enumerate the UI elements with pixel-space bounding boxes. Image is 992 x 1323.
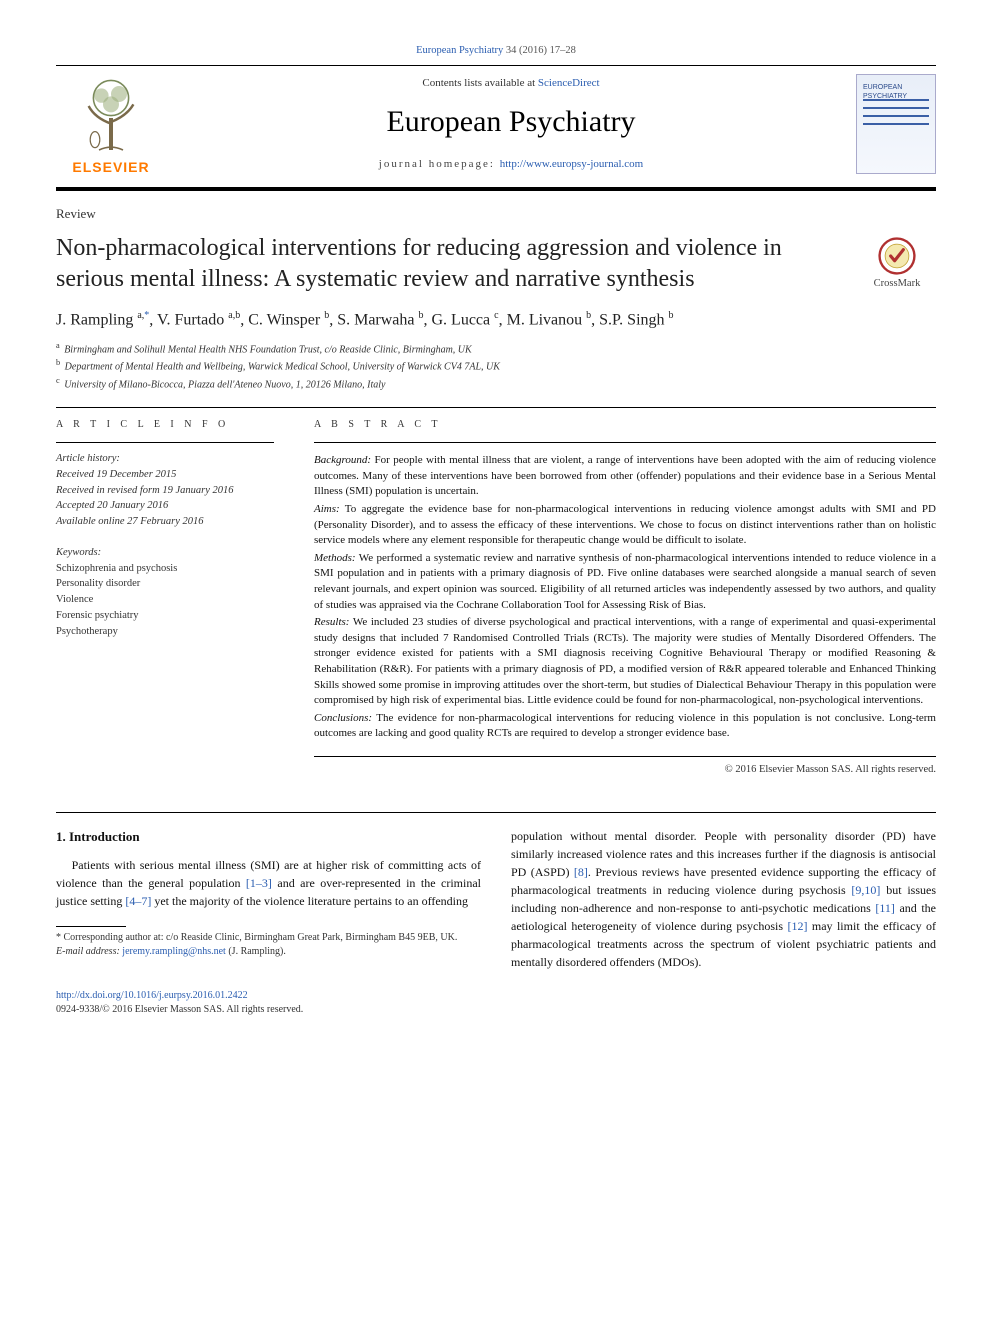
footnotes: * Corresponding author at: c/o Reaside C… [56, 931, 481, 959]
abstract-segment: Background: For people with mental illne… [314, 453, 936, 500]
citation-link[interactable]: [8] [574, 865, 588, 879]
journal-title: European Psychiatry [182, 101, 840, 143]
running-head-journal-link[interactable]: European Psychiatry [416, 45, 503, 56]
info-rule [56, 407, 936, 408]
history-header: Article history: [56, 451, 274, 467]
history-line: Received 19 December 2015 [56, 467, 274, 483]
abstract-label: A B S T R A C T [314, 418, 936, 432]
masthead: ELSEVIER Contents lists available at Sci… [56, 68, 936, 178]
body-columns: 1. Introduction Patients with serious me… [56, 827, 936, 971]
info-subrule [56, 442, 274, 443]
abstract-segment-label: Results: [314, 616, 349, 628]
keyword: Personality disorder [56, 576, 274, 592]
authors: J. Rampling a,*, V. Furtado a,b, C. Wins… [56, 309, 936, 332]
keyword: Forensic psychiatry [56, 608, 274, 624]
cover-decor [863, 115, 929, 117]
abstract-subrule [314, 442, 936, 443]
publisher-logo: ELSEVIER [56, 74, 166, 178]
sciencedirect-link[interactable]: ScienceDirect [538, 77, 600, 89]
citation-link[interactable]: [11] [875, 901, 895, 915]
abstract-segment-label: Background: [314, 454, 371, 466]
homepage-prefix: journal homepage: [379, 158, 500, 170]
abstract-copyright: © 2016 Elsevier Masson SAS. All rights r… [314, 763, 936, 778]
abstract-segment-label: Aims: [314, 503, 340, 515]
abstract-segment: Aims: To aggregate the evidence base for… [314, 502, 936, 549]
citation-link[interactable]: [12] [787, 919, 807, 933]
body-rule: 1. Introduction Patients with serious me… [56, 812, 936, 971]
article-info-column: A R T I C L E I N F O Article history: R… [56, 418, 274, 778]
abstract-segment-text: To aggregate the evidence base for non-p… [314, 503, 936, 546]
abstract-segment: Methods: We performed a systematic revie… [314, 551, 936, 613]
citation-link[interactable]: [4–7] [125, 894, 151, 908]
affiliation-line: b Department of Mental Health and Wellbe… [56, 357, 936, 375]
abstract-column: A B S T R A C T Background: For people w… [314, 418, 936, 778]
crossmark-badge[interactable]: CrossMark [858, 237, 936, 292]
page-root: European Psychiatry 34 (2016) 17–28 ELSE… [0, 0, 992, 1057]
article-type: Review [56, 205, 936, 223]
cover-decor [863, 123, 929, 125]
abstract-body: Background: For people with mental illne… [314, 453, 936, 757]
doi-link[interactable]: http://dx.doi.org/10.1016/j.eurpsy.2016.… [56, 990, 248, 1001]
running-head: European Psychiatry 34 (2016) 17–28 [56, 44, 936, 59]
body-paragraph: Patients with serious mental illness (SM… [56, 856, 481, 910]
keyword: Schizophrenia and psychosis [56, 561, 274, 577]
abstract-segment-label: Conclusions: [314, 712, 372, 724]
keywords-header: Keywords: [56, 546, 274, 561]
journal-homepage-link[interactable]: http://www.europsy-journal.com [500, 158, 643, 170]
author-email-link[interactable]: jeremy.rampling@nhs.net [122, 946, 226, 957]
citation-link[interactable]: [9,10] [851, 883, 880, 897]
keywords-list: Schizophrenia and psychosisPersonality d… [56, 561, 274, 640]
abstract-segment-text: We included 23 studies of diverse psycho… [314, 616, 936, 706]
affiliation-line: a Birmingham and Solihull Mental Health … [56, 340, 936, 358]
elsevier-tree-icon [71, 74, 151, 154]
history-line: Received in revised form 19 January 2016 [56, 483, 274, 499]
article-meta: Review Non-pharmacological interventions… [56, 205, 936, 393]
section-heading-intro: 1. Introduction [56, 827, 481, 847]
keyword: Violence [56, 592, 274, 608]
journal-homepage-line: journal homepage: http://www.europsy-jou… [182, 157, 840, 172]
contents-line: Contents lists available at ScienceDirec… [182, 76, 840, 91]
masthead-rule-bottom [56, 187, 936, 191]
journal-cover-thumb: EUROPEAN PSYCHIATRY [856, 74, 936, 174]
issn-copyright-line: 0924-9338/© 2016 Elsevier Masson SAS. Al… [56, 1003, 936, 1017]
article-history: Article history: Received 19 December 20… [56, 451, 274, 530]
crossmark-label: CrossMark [874, 277, 921, 292]
cover-decor [863, 99, 929, 101]
history-line: Available online 27 February 2016 [56, 514, 274, 530]
affiliations: a Birmingham and Solihull Mental Health … [56, 340, 936, 393]
body-paragraph: population without mental disorder. Peop… [511, 827, 936, 971]
doi-block: http://dx.doi.org/10.1016/j.eurpsy.2016.… [56, 989, 936, 1017]
abstract-segment-text: For people with mental illness that are … [314, 454, 936, 497]
info-grid: A R T I C L E I N F O Article history: R… [56, 418, 936, 778]
corresponding-author-note: * Corresponding author at: c/o Reaside C… [56, 931, 481, 945]
abstract-segment: Results: We included 23 studies of diver… [314, 615, 936, 709]
abstract-segment: Conclusions: The evidence for non-pharma… [314, 711, 936, 742]
running-head-pages: 34 (2016) 17–28 [503, 45, 576, 56]
citation-link[interactable]: [1–3] [246, 876, 272, 890]
crossmark-icon [878, 237, 916, 275]
keyword: Psychotherapy [56, 624, 274, 640]
article-title: Non-pharmacological interventions for re… [56, 233, 840, 294]
masthead-rule-top [56, 65, 936, 66]
contents-prefix: Contents lists available at [422, 77, 537, 89]
masthead-center: Contents lists available at ScienceDirec… [182, 74, 840, 173]
email-line: E-mail address: jeremy.rampling@nhs.net … [56, 945, 481, 959]
affiliation-line: c University of Milano-Bicocca, Piazza d… [56, 375, 936, 393]
footnote-separator [56, 926, 126, 927]
publisher-logo-text: ELSEVIER [72, 158, 149, 178]
cover-decor [863, 107, 929, 109]
abstract-segment-text: The evidence for non-pharmacological int… [314, 712, 936, 740]
history-line: Accepted 20 January 2016 [56, 498, 274, 514]
abstract-segment-text: We performed a systematic review and nar… [314, 552, 936, 611]
article-info-label: A R T I C L E I N F O [56, 418, 274, 432]
title-row: Non-pharmacological interventions for re… [56, 233, 936, 294]
abstract-segment-label: Methods: [314, 552, 356, 564]
